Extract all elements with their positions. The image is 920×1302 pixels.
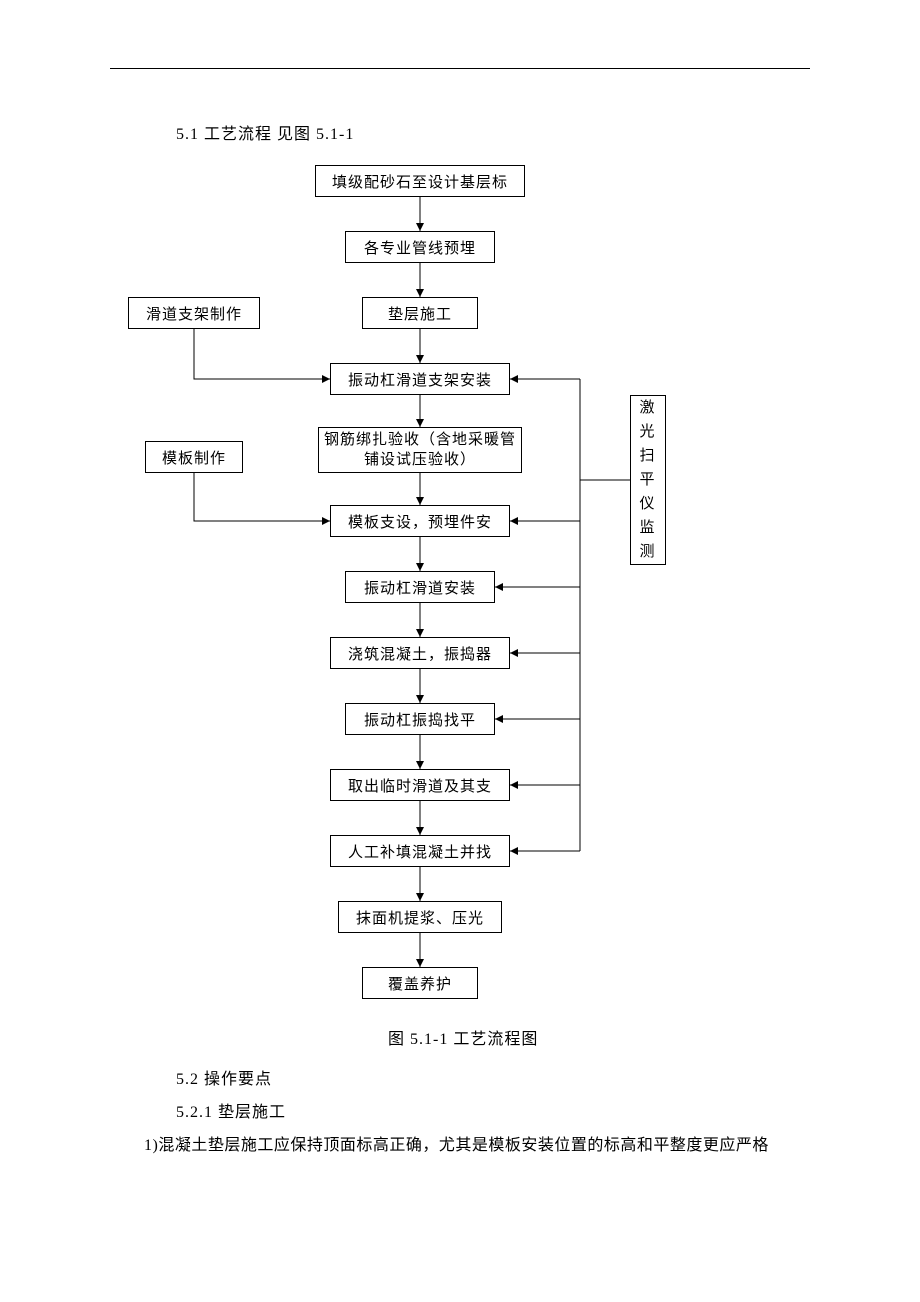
- page: 5.1 工艺流程 见图 5.1-1 填级配砂石至设计基层标各专业管线预埋垫层施工…: [0, 0, 920, 1302]
- flow-node-n3: 垫层施工: [362, 297, 478, 329]
- flow-node-n8: 浇筑混凝土，振捣器: [330, 637, 510, 669]
- flow-node-r1: 激光扫平仪监测: [630, 395, 666, 565]
- top-rule: [110, 68, 810, 69]
- flow-node-n2: 各专业管线预埋: [345, 231, 495, 263]
- flow-node-n6: 模板支设，预埋件安: [330, 505, 510, 537]
- flow-node-n12: 抹面机提浆、压光: [338, 901, 502, 933]
- heading-5-2-1: 5.2.1 垫层施工: [176, 1098, 286, 1122]
- flow-node-n5: 钢筋绑扎验收（含地采暖管铺设试压验收）: [318, 427, 522, 473]
- flow-node-n11: 人工补填混凝土并找: [330, 835, 510, 867]
- flow-node-n10: 取出临时滑道及其支: [330, 769, 510, 801]
- flow-node-s2: 模板制作: [145, 441, 243, 473]
- heading-5-1: 5.1 工艺流程 见图 5.1-1: [176, 120, 354, 144]
- flow-node-n13: 覆盖养护: [362, 967, 478, 999]
- paragraph-1: 1)混凝土垫层施工应保持顶面标高正确，尤其是模板安装位置的标高和平整度更应严格: [144, 1131, 769, 1155]
- flow-node-s1: 滑道支架制作: [128, 297, 260, 329]
- flow-node-n7: 振动杠滑道安装: [345, 571, 495, 603]
- flow-node-n4: 振动杠滑道支架安装: [330, 363, 510, 395]
- heading-5-2: 5.2 操作要点: [176, 1065, 272, 1089]
- flow-node-n1: 填级配砂石至设计基层标: [315, 165, 525, 197]
- figure-caption: 图 5.1-1 工艺流程图: [388, 1025, 538, 1049]
- flow-node-n9: 振动杠振捣找平: [345, 703, 495, 735]
